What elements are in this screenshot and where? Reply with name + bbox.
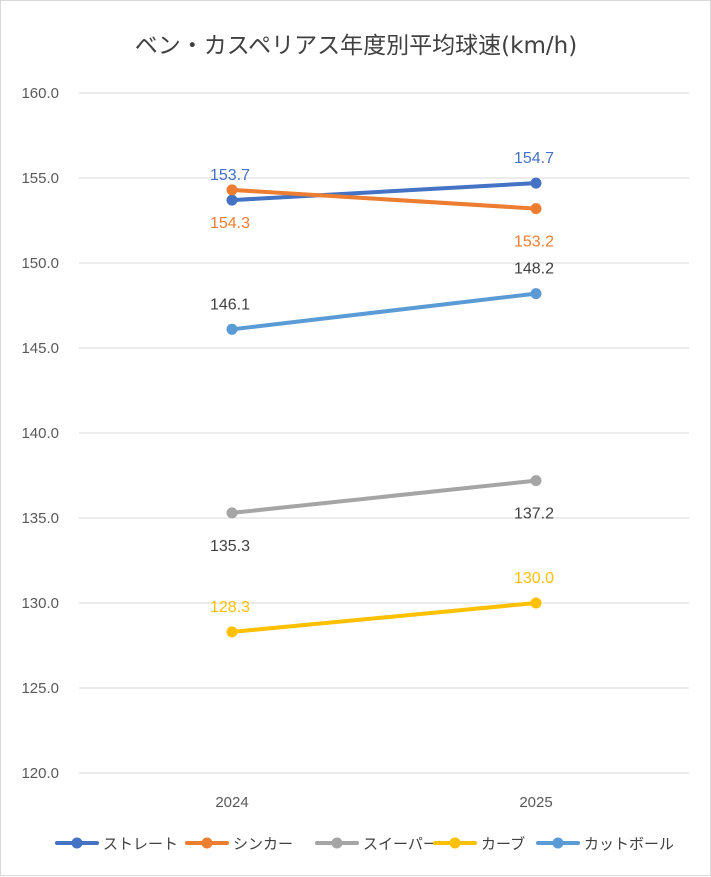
data-label: 153.7 — [210, 167, 250, 184]
data-label: 154.7 — [514, 150, 554, 167]
data-label: 153.2 — [514, 234, 554, 251]
series-lines — [226, 177, 542, 638]
legend-marker — [71, 837, 83, 849]
y-tick-label: 140.0 — [21, 425, 59, 442]
data-point — [226, 323, 238, 335]
legend-marker — [552, 837, 564, 849]
data-point — [226, 507, 238, 519]
data-point — [226, 626, 238, 638]
y-tick-label: 150.0 — [21, 255, 59, 272]
y-tick-label: 130.0 — [21, 595, 59, 612]
series-line — [230, 291, 538, 332]
data-point — [530, 177, 542, 189]
data-point — [530, 203, 542, 215]
data-label: 137.2 — [514, 506, 554, 523]
data-point — [226, 194, 238, 206]
data-label: 128.3 — [210, 599, 250, 616]
legend-label: ストレート — [103, 835, 178, 853]
series-line — [230, 187, 538, 211]
data-point — [530, 475, 542, 487]
x-tick-label: 2025 — [519, 794, 552, 811]
legend-label: カットボール — [584, 835, 674, 853]
series-line — [230, 181, 538, 203]
x-tick-label: 2024 — [215, 794, 248, 811]
data-label: 130.0 — [514, 570, 554, 587]
y-axis-ticks: 120.0 125.0 130.0 135.0 140.0 145.0 150.0 155.0… — [21, 85, 59, 782]
legend-marker — [201, 837, 213, 849]
legend-marker — [449, 837, 461, 849]
legend-label: シンカー — [233, 835, 293, 853]
legend: ストレート シンカー スイーパー カーブ カットボール — [55, 835, 674, 853]
legend-label: カーブ — [481, 835, 525, 853]
chart-title: ベン・カスペリアス年度別平均球速(km/h) — [135, 33, 577, 59]
series-line — [230, 601, 538, 634]
y-tick-label: 145.0 — [21, 340, 59, 357]
data-labels: 153.7 154.7 154.3 153.2 135.3 137.2 128.3 130.0… — [210, 150, 554, 616]
y-tick-label: 120.0 — [21, 765, 59, 782]
data-label: 154.3 — [210, 215, 250, 232]
y-tick-label: 155.0 — [21, 170, 59, 187]
series-line — [230, 478, 538, 515]
data-point — [530, 597, 542, 609]
data-label: 148.2 — [514, 261, 554, 278]
data-label: 146.1 — [210, 296, 250, 313]
data-point — [530, 288, 542, 300]
data-label: 135.3 — [210, 538, 250, 555]
x-axis-ticks: 2024 2025 — [215, 794, 552, 811]
y-tick-label: 160.0 — [21, 85, 59, 102]
y-tick-label: 125.0 — [21, 680, 59, 697]
data-point — [226, 184, 238, 196]
y-tick-label: 135.0 — [21, 510, 59, 527]
gridlines — [79, 92, 689, 774]
legend-label: スイーパー — [363, 835, 438, 853]
legend-marker — [331, 837, 343, 849]
